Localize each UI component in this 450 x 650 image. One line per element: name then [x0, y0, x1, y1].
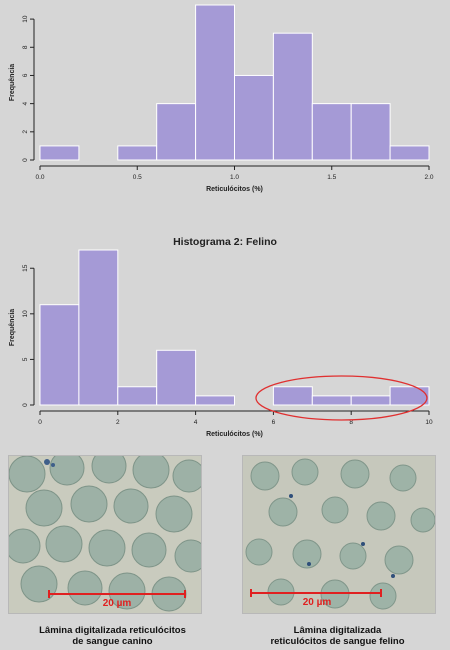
- histogram-2-bar: [117, 386, 158, 406]
- feline-caption: Lâmina digitalizada reticulócitos de san…: [225, 625, 450, 647]
- histogram-2-bar: [156, 349, 197, 406]
- histogram-2-bar: [39, 304, 80, 406]
- histogram-2-x-tick-label: 4: [194, 419, 198, 426]
- histogram-2-y-tick-label: 5: [22, 357, 29, 361]
- feline-caption-line-2: reticulócitos de sangue felino: [270, 636, 405, 647]
- histogram-2-title: Histograma 2: Felino: [173, 236, 277, 248]
- histogram-1-bar: [195, 4, 236, 161]
- histogram-1-x-tick-label: 0.0: [35, 174, 44, 181]
- canine-cells-svg: 20 µm: [9, 456, 201, 613]
- histogram-1-bar: [389, 145, 430, 161]
- canine-caption: Lâmina digitalizada reticulócitos de san…: [0, 625, 225, 647]
- histogram-1-y-tick-label: 6: [22, 73, 29, 77]
- canine-caption-line-2: de sangue canino: [72, 636, 153, 647]
- histogram-1-bar: [350, 103, 391, 161]
- feline-blood-smear-image: 20 µm: [242, 455, 436, 614]
- histogram-2-y-tick-label: 0: [22, 403, 29, 407]
- histogram-1-x-tick-label: 0.5: [133, 174, 142, 181]
- feline-cells-svg: 20 µm: [243, 456, 435, 613]
- histogram-1-bar: [156, 103, 197, 161]
- histogram-1-x-tick-label: 2.0: [424, 174, 433, 181]
- histogram-2-y-label: Frequência: [9, 309, 16, 346]
- histogram-1-bar: [272, 32, 313, 161]
- canine-blood-smear-image: 20 µm: [8, 455, 202, 614]
- histogram-2-bar: [272, 386, 313, 406]
- histogram-1-x-tick-label: 1.5: [327, 174, 336, 181]
- histogram-1-y-tick-label: 0: [22, 158, 29, 162]
- histogram-2-x-tick-label: 8: [349, 419, 353, 426]
- histogram-1-bar: [117, 145, 158, 161]
- histogram-2-bar: [350, 395, 391, 406]
- histogram-canine: 0.0 0.5 1.0 1.5 2.0 0 2 4 6 8 10 Reticulócitos (%) F…: [9, 4, 434, 193]
- histogram-1-bar: [234, 74, 274, 161]
- histogram-1-y-tick-label: 8: [22, 45, 29, 49]
- histogram-2-y-tick-label: 15: [22, 264, 29, 272]
- histogram-2-y-tick-label: 10: [22, 310, 29, 318]
- histogram-2-bar: [311, 395, 352, 406]
- histogram-1-y-tick-label: 2: [22, 130, 29, 134]
- histogram-1-bar: [39, 145, 80, 161]
- feline-scale-label: 20 µm: [303, 597, 332, 608]
- histogram-2-x-label: Reticulócitos (%): [206, 431, 263, 438]
- histogram-2-x-tick-label: 6: [272, 419, 276, 426]
- feline-caption-line-1: Lâmina digitalizada: [293, 625, 382, 636]
- histogram-1-y-tick-label: 4: [22, 101, 29, 105]
- histogram-2-highlight-ellipse: [255, 375, 428, 421]
- histogram-2-bar: [78, 249, 119, 406]
- histogram-1-y-label: Frequência: [9, 64, 16, 101]
- histogram-2-bar: [389, 386, 430, 406]
- canine-caption-line-1: Lâmina digitalizada reticulócitos: [39, 625, 186, 636]
- histogram-2-x-tick-label: 0: [38, 419, 42, 426]
- histogram-1-x-tick-label: 1.0: [230, 174, 239, 181]
- histogram-1-y-tick-label: 10: [22, 15, 29, 23]
- histogram-2-x-tick-label: 2: [116, 419, 120, 426]
- histogram-feline: 0 2 4 6 8 10 0 5 10 15 Reticulócitos (%) Frequência: [9, 249, 433, 438]
- histogram-1-x-label: Reticulócitos (%): [206, 186, 263, 193]
- histogram-2-bar: [195, 395, 236, 406]
- canine-scale-label: 20 µm: [103, 598, 132, 609]
- histogram-1-bar: [311, 103, 352, 161]
- histogram-2-x-tick-label: 10: [425, 419, 433, 426]
